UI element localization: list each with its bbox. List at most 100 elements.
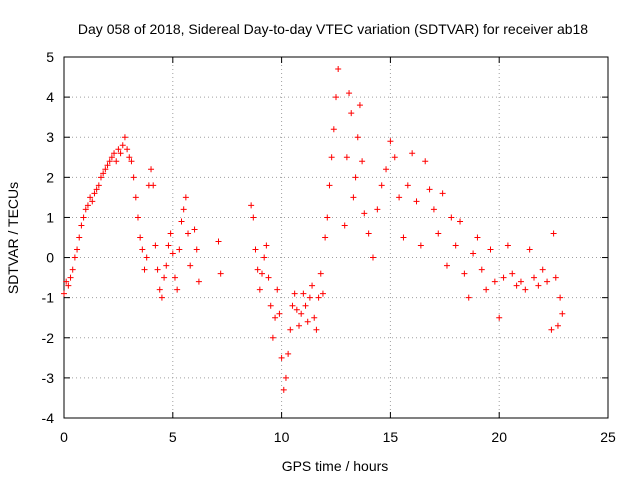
data-point	[89, 198, 96, 205]
data-point	[261, 254, 268, 261]
data-point	[296, 322, 303, 329]
y-tick-label: 2	[46, 169, 54, 185]
data-point	[180, 206, 187, 213]
data-point	[128, 158, 135, 165]
data-point	[496, 314, 503, 321]
data-point	[137, 234, 144, 241]
data-point	[121, 134, 128, 141]
data-point	[319, 290, 326, 297]
data-point	[84, 202, 91, 209]
data-point	[76, 234, 83, 241]
data-point	[350, 194, 357, 201]
data-point	[150, 182, 157, 189]
data-point	[176, 246, 183, 253]
data-point	[315, 294, 322, 301]
data-point	[552, 274, 559, 281]
y-tick-label: 1	[46, 209, 54, 225]
x-tick-label: 25	[600, 429, 616, 445]
data-point	[435, 230, 442, 237]
data-point	[417, 242, 424, 249]
data-point	[119, 142, 126, 149]
data-point	[322, 234, 329, 241]
data-point	[557, 294, 564, 301]
y-tick-label: 0	[46, 250, 54, 266]
data-point	[326, 182, 333, 189]
data-point	[100, 170, 107, 177]
y-tick-label: 3	[46, 129, 54, 145]
data-point	[61, 290, 67, 297]
data-point	[276, 310, 283, 317]
data-point	[531, 274, 538, 281]
data-point	[457, 218, 464, 225]
data-point	[448, 214, 455, 221]
data-point	[143, 254, 150, 261]
data-point	[526, 246, 533, 253]
data-point	[478, 266, 485, 273]
data-point	[461, 270, 468, 277]
data-point	[132, 194, 139, 201]
data-point	[333, 94, 339, 101]
data-point	[483, 286, 490, 293]
y-axis-label: SDTVAR / TECUs	[5, 182, 21, 294]
y-tick-label: -4	[42, 410, 55, 426]
grid	[64, 57, 608, 418]
data-point	[491, 278, 498, 285]
data-point	[328, 154, 335, 161]
data-point	[304, 318, 311, 325]
x-tick-label: 15	[383, 429, 399, 445]
data-point	[259, 270, 266, 277]
data-point	[361, 210, 368, 217]
data-point	[396, 194, 403, 201]
data-point	[65, 282, 72, 289]
data-point	[559, 310, 566, 317]
data-point	[248, 202, 255, 209]
data-point	[346, 90, 353, 97]
data-point	[161, 274, 168, 281]
data-point	[82, 206, 89, 213]
data-point	[282, 374, 289, 381]
data-point	[74, 246, 81, 253]
data-point	[474, 234, 481, 241]
data-point	[217, 270, 224, 277]
data-point	[356, 102, 363, 109]
data-point	[108, 154, 115, 161]
data-point	[139, 246, 146, 253]
data-point	[341, 222, 348, 229]
data-point	[250, 214, 257, 221]
data-point	[426, 186, 433, 193]
data-point	[300, 290, 307, 297]
axis-ticks: 0 5 10 15 20 25 -4 -3 -2 -1 0 1 2 3 4 5	[42, 49, 616, 445]
data-point	[278, 354, 285, 361]
data-point	[165, 242, 172, 249]
data-point	[111, 150, 118, 157]
data-point	[513, 282, 520, 289]
data-point	[302, 302, 309, 309]
data-point	[465, 294, 472, 301]
y-tick-label: -2	[42, 330, 55, 346]
data-point	[152, 242, 159, 249]
data-point	[130, 174, 137, 181]
data-point	[535, 282, 542, 289]
data-point	[178, 218, 185, 225]
data-point	[548, 326, 555, 333]
data-point	[272, 314, 279, 321]
data-point	[365, 230, 372, 237]
data-point	[267, 302, 274, 309]
data-point	[544, 278, 551, 285]
data-point	[509, 270, 516, 277]
data-point	[439, 190, 446, 197]
x-tick-label: 10	[274, 429, 290, 445]
data-point	[141, 266, 148, 273]
data-point	[554, 322, 561, 329]
data-point	[117, 150, 124, 157]
plot-frame	[63, 56, 609, 419]
data-point	[148, 166, 155, 173]
data-point	[487, 246, 494, 253]
data-point	[306, 294, 313, 301]
data-point	[470, 250, 477, 257]
data-point	[134, 214, 141, 221]
data-point	[443, 262, 450, 269]
data-point	[104, 162, 111, 169]
data-point	[291, 290, 298, 297]
